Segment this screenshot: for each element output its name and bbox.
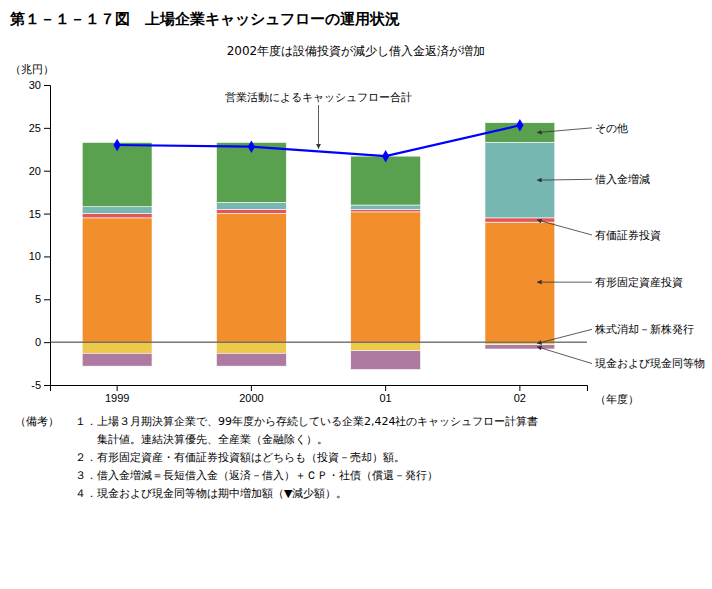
y-tick-label: 25	[29, 122, 41, 134]
plot-area: -5 0 5 10 15 20 25 30 1999 2000 01 02 有形固定資産投資有価証券投資…	[29, 79, 705, 404]
y-tick: 30	[29, 79, 50, 91]
y-tick-label: 0	[35, 336, 41, 348]
y-tick-label: -5	[31, 379, 41, 391]
bar	[82, 342, 152, 353]
x-axis: 1999 2000 01 02	[51, 385, 588, 404]
y-tick: -5	[31, 379, 50, 391]
x-tick: 2000	[239, 385, 263, 404]
bar	[351, 351, 421, 370]
annotation-arrow	[537, 128, 592, 133]
y-tick: 20	[29, 165, 50, 177]
annotation-arrow	[537, 220, 592, 235]
annotation-arrow	[318, 105, 319, 148]
annotation: 有形固定資産投資	[595, 276, 683, 289]
x-tick-mark	[251, 385, 252, 391]
note: ３．借入金増減＝長短借入金（返済－借入）＋ＣＰ・社債（償還－発行）	[75, 469, 438, 482]
bar	[82, 214, 152, 218]
y-tick-mark	[44, 128, 50, 129]
note: １．上場３月期決算企業で、99年度から存続している企業2,424社のキャッシュフ…	[75, 415, 539, 428]
bar	[351, 342, 421, 351]
y-axis-line	[44, 86, 51, 386]
y-tick: 25	[29, 122, 50, 134]
y-tick-mark	[44, 256, 50, 257]
line-marker	[248, 140, 255, 152]
marks	[50, 119, 587, 370]
x-tick: 02	[514, 385, 526, 404]
y-tick-label: 5	[35, 293, 41, 305]
x-axis-label: （年度）	[595, 393, 639, 406]
annotation: 有価証券投資	[595, 229, 661, 242]
x-tick-label: 01	[380, 392, 392, 404]
y-tick-mark	[44, 171, 50, 172]
line-marker	[516, 119, 523, 131]
annotation: 現金および現金同等物	[595, 357, 705, 370]
bar	[82, 353, 152, 366]
annotation-arrow	[537, 282, 592, 283]
x-axis-line	[51, 386, 588, 392]
y-axis-label: （兆円）	[10, 63, 54, 76]
y-tick-mark	[44, 342, 50, 343]
bar	[351, 209, 421, 212]
bar	[216, 202, 286, 209]
bar	[485, 218, 555, 222]
note: ２．有形固定資産・有価証券投資額はどちらも（投資－売却）額。	[75, 451, 405, 464]
bar	[216, 209, 286, 213]
x-tick-label: 2000	[239, 392, 263, 404]
annotation-arrow	[537, 179, 592, 181]
chart-root: 第１－１－１７図 上場企業キャッシュフローの運用状況 2002年度は設備投資が減少…	[0, 0, 712, 589]
x-tick-mark	[519, 385, 520, 391]
note: ４．現金および現金同等物は期中増加額（▼減少額）。	[75, 487, 347, 500]
y-tick-mark	[44, 299, 50, 300]
y-tick-mark	[44, 214, 50, 215]
x-tick-mark	[385, 385, 386, 391]
x-tick: 1999	[105, 385, 129, 404]
annotation: その他	[595, 122, 628, 135]
bar	[82, 142, 152, 206]
y-tick-label: 10	[29, 250, 41, 262]
annotation-arrow	[537, 347, 592, 364]
x-tick: 01	[380, 385, 392, 404]
bar	[216, 353, 286, 366]
bar	[82, 207, 152, 214]
x-tick-label: 1999	[105, 392, 129, 404]
y-tick: 10	[29, 250, 50, 262]
bar	[351, 205, 421, 209]
y-tick-label: 30	[29, 79, 41, 91]
bar	[82, 218, 152, 342]
bar	[216, 342, 286, 353]
x-tick-mark	[117, 385, 118, 391]
annotation: 営業活動によるキャッシュフロー合計	[225, 91, 412, 104]
y-axis: -5 0 5 10 15 20 25 30	[29, 79, 51, 391]
line-marker	[114, 139, 121, 151]
y-tick-label: 15	[29, 208, 41, 220]
y-tick: 15	[29, 208, 50, 220]
subtitle: 2002年度は設備投資が減少し借入金返済が増加	[227, 44, 486, 58]
bar	[351, 212, 421, 342]
x-tick-label: 02	[514, 392, 526, 404]
bar	[485, 345, 555, 349]
annotation-arrow	[537, 329, 592, 343]
annotation: 株式消却－新株発行	[594, 323, 694, 336]
y-tick: 5	[35, 293, 50, 305]
y-tick-mark	[44, 85, 50, 86]
note: 集計値。連結決算優先、全産業（金融除く）。	[75, 433, 328, 446]
bar	[351, 156, 421, 205]
notes-header: （備考）	[15, 415, 59, 428]
line-marker	[382, 150, 389, 162]
annotation: 借入金増減	[595, 173, 650, 186]
zero-line	[50, 342, 587, 343]
annotations: 有形固定資産投資有価証券投資借入金増減 その他株式消却－新株発行現金および現金同等…	[225, 91, 705, 370]
bar	[216, 214, 286, 343]
y-tick-label: 20	[29, 165, 41, 177]
y-tick: 0	[35, 336, 50, 348]
y-tick-mark	[44, 385, 50, 386]
title: 第１－１－１７図 上場企業キャッシュフローの運用状況	[9, 10, 400, 28]
